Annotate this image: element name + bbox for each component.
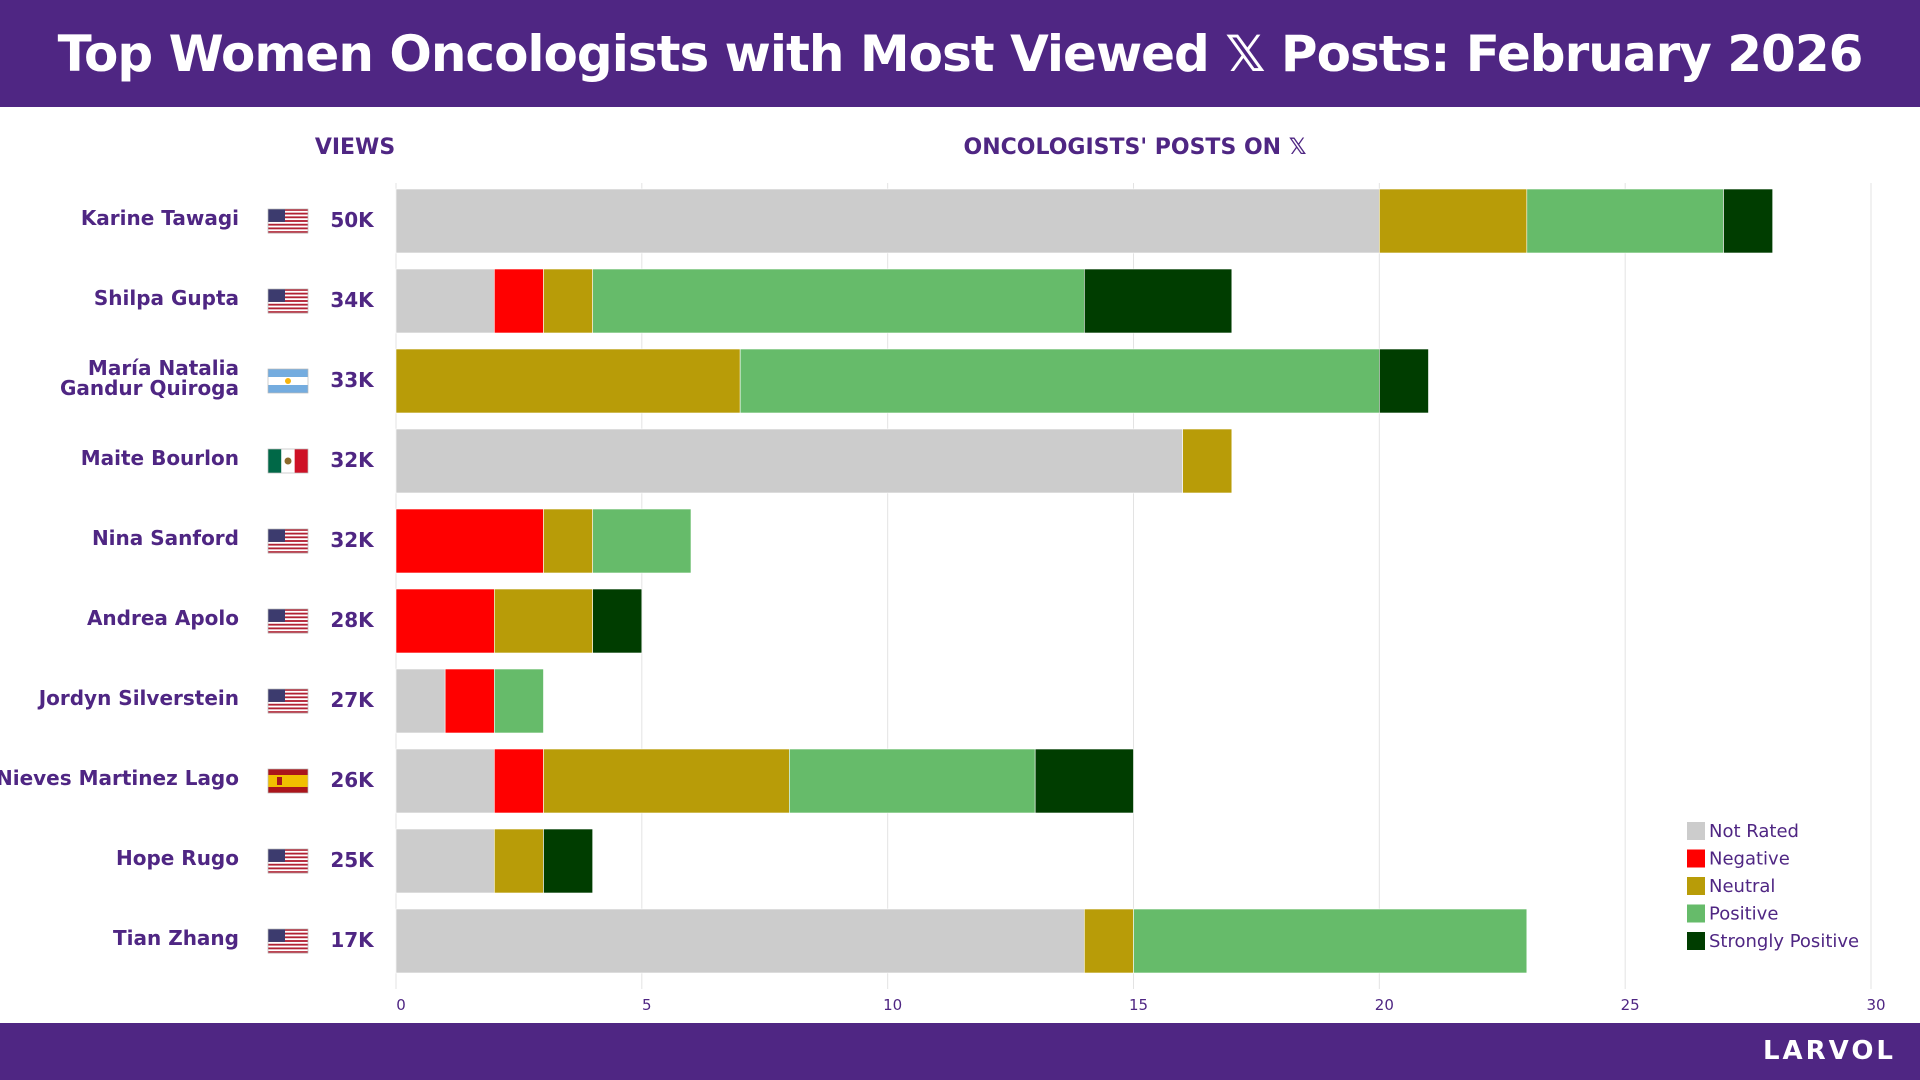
oncologist-name: Andrea Apolo bbox=[87, 606, 239, 630]
bar-segment-neutral bbox=[543, 508, 593, 574]
views-value: 25K bbox=[330, 848, 375, 872]
oncologist-name: Gandur Quiroga bbox=[60, 376, 239, 400]
bar-segment-neutral bbox=[1084, 908, 1134, 974]
bar-segment-negative bbox=[494, 748, 544, 814]
bar-segment-strongly-positive bbox=[1034, 748, 1134, 814]
bar-segment-negative bbox=[395, 508, 544, 574]
bar-segment-negative bbox=[444, 668, 495, 734]
legend-swatch bbox=[1687, 932, 1705, 950]
flag-ar-icon bbox=[267, 368, 309, 394]
x-tick-label: 20 bbox=[1375, 996, 1394, 1014]
bar-segment-neutral bbox=[395, 348, 741, 414]
views-value: 34K bbox=[330, 288, 375, 312]
bar-segment-positive bbox=[494, 668, 544, 734]
flag-us-icon bbox=[267, 688, 309, 714]
legend-swatch bbox=[1687, 849, 1705, 868]
views-value: 26K bbox=[330, 768, 375, 792]
views-value: 32K bbox=[330, 448, 375, 472]
legend-label: Strongly Positive bbox=[1709, 931, 1859, 952]
footer-bar: LARVOL bbox=[0, 1023, 1920, 1080]
flag-us-icon bbox=[267, 528, 309, 554]
bar-segment-not-rated bbox=[395, 828, 495, 894]
bar-segment-positive bbox=[1526, 188, 1724, 254]
bar-segment-positive bbox=[1133, 908, 1528, 974]
x-tick-label: 10 bbox=[883, 996, 902, 1014]
oncologist-name: Karine Tawagi bbox=[81, 206, 239, 230]
bar-segment-strongly-positive bbox=[1379, 348, 1429, 414]
bar-segment-not-rated bbox=[395, 428, 1183, 494]
legend-swatch bbox=[1687, 877, 1705, 895]
flag-us-icon bbox=[267, 928, 309, 954]
flag-es-icon bbox=[267, 768, 309, 794]
bar-segment-neutral bbox=[543, 748, 790, 814]
bar-segment-positive bbox=[592, 508, 692, 574]
oncologist-name: Tian Zhang bbox=[113, 926, 239, 950]
bar-segment-strongly-positive bbox=[543, 828, 593, 894]
stacked-bar-chart: 0 5 10 15 20 25 30 VIEWS ONCOLOGISTS' POSTS ON 𝕏… bbox=[0, 135, 1886, 1014]
views-value: 17K bbox=[330, 928, 375, 952]
bar-segment-neutral bbox=[1379, 188, 1528, 254]
bar-segment-strongly-positive bbox=[1084, 268, 1233, 334]
flag-us-icon bbox=[267, 288, 309, 314]
bar-segment-not-rated bbox=[395, 188, 1380, 254]
bar-segment-positive bbox=[789, 748, 1036, 814]
legend-swatch bbox=[1687, 904, 1705, 923]
flag-us-icon bbox=[267, 208, 309, 234]
bar-segment-strongly-positive bbox=[1723, 188, 1773, 254]
bar-segment-positive bbox=[592, 268, 1085, 334]
x-tick-label: 5 bbox=[642, 996, 652, 1014]
bar-segment-strongly-positive bbox=[592, 588, 643, 654]
views-header: VIEWS bbox=[315, 135, 395, 160]
bar-segment-not-rated bbox=[395, 268, 495, 334]
oncologist-name: María Natalia bbox=[88, 356, 239, 380]
larvol-logo: LARVOL bbox=[1762, 1036, 1896, 1066]
views-value: 32K bbox=[330, 528, 375, 552]
oncologist-name: Hope Rugo bbox=[116, 846, 239, 870]
header-bar: Top Women Oncologists with Most Viewed 𝕏… bbox=[0, 0, 1920, 107]
x-tick-label: 30 bbox=[1866, 996, 1885, 1014]
oncologist-name: Nieves Martinez Lago bbox=[0, 766, 239, 790]
legend-swatch bbox=[1687, 822, 1705, 840]
bar-segment-positive bbox=[739, 348, 1380, 414]
oncologist-name: Nina Sanford bbox=[92, 526, 239, 550]
x-tick-label: 15 bbox=[1129, 996, 1148, 1014]
bar-segment-neutral bbox=[494, 588, 593, 654]
bar-segment-not-rated bbox=[395, 748, 495, 814]
flag-us-icon bbox=[267, 608, 309, 634]
oncologist-name: Jordyn Silverstein bbox=[37, 686, 239, 710]
views-value: 27K bbox=[330, 688, 375, 712]
views-value: 33K bbox=[330, 368, 375, 392]
bar-segment-neutral bbox=[543, 268, 593, 334]
bar-segment-negative bbox=[494, 268, 544, 334]
legend-label: Positive bbox=[1709, 904, 1778, 925]
flag-mx-icon bbox=[267, 448, 309, 474]
legend-label: Neutral bbox=[1709, 876, 1775, 897]
bar-segment-neutral bbox=[1182, 428, 1233, 494]
oncologist-name: Maite Bourlon bbox=[81, 446, 239, 470]
legend-label: Negative bbox=[1709, 849, 1790, 870]
chart-title: ONCOLOGISTS' POSTS ON 𝕏 bbox=[964, 135, 1307, 160]
bar-segment-not-rated bbox=[395, 908, 1085, 974]
views-value: 28K bbox=[330, 608, 375, 632]
x-tick-label: 0 bbox=[396, 996, 406, 1014]
bar-segment-negative bbox=[395, 588, 495, 654]
views-value: 50K bbox=[330, 208, 375, 232]
oncologist-name: Shilpa Gupta bbox=[94, 286, 239, 310]
bar-segment-neutral bbox=[494, 828, 544, 894]
legend-label: Not Rated bbox=[1709, 821, 1799, 842]
flag-us-icon bbox=[267, 848, 309, 874]
bar-segment-not-rated bbox=[395, 668, 446, 734]
page-title: Top Women Oncologists with Most Viewed 𝕏… bbox=[57, 24, 1864, 83]
x-tick-label: 25 bbox=[1621, 996, 1640, 1014]
